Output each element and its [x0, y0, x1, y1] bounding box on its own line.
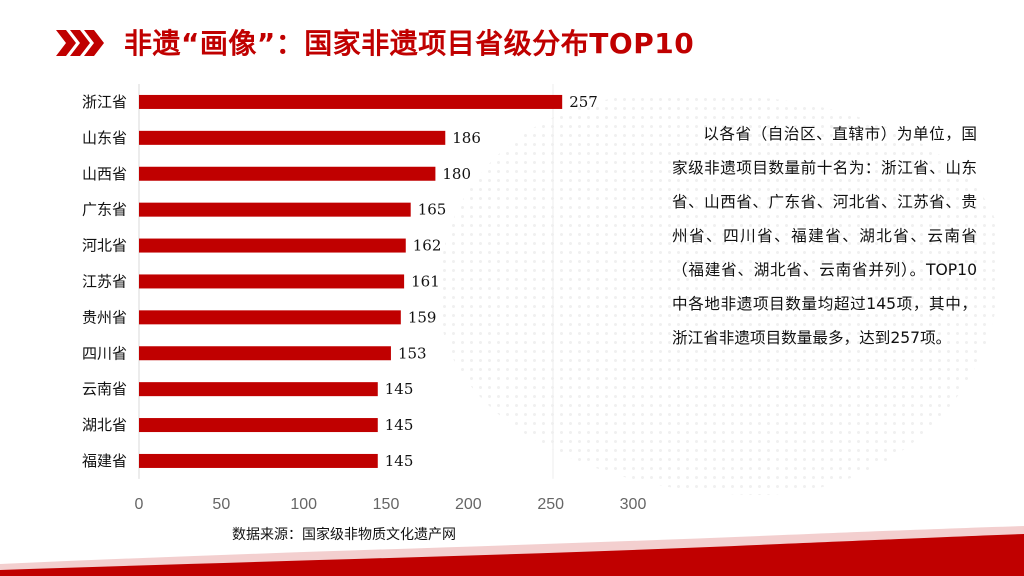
category-label: 山西省 [82, 165, 127, 183]
data-label: 159 [408, 308, 437, 326]
x-tick-label: 300 [620, 496, 647, 513]
data-label: 145 [385, 380, 414, 398]
bar [139, 310, 401, 325]
page-title: 非遗“画像”：国家非遗项目省级分布TOP10 [124, 27, 695, 60]
data-label: 180 [442, 165, 471, 183]
bar [139, 418, 378, 433]
category-label: 广东省 [82, 201, 127, 219]
data-label: 186 [452, 129, 481, 147]
bar [139, 202, 411, 217]
category-label: 湖北省 [82, 416, 127, 434]
category-label: 山东省 [82, 129, 127, 147]
data-label: 161 [411, 272, 440, 290]
bar [139, 453, 378, 468]
x-tick-label: 250 [537, 496, 564, 513]
category-label: 福建省 [82, 452, 127, 470]
x-tick-label: 200 [455, 496, 482, 513]
bar [139, 94, 563, 109]
data-label: 145 [385, 452, 414, 470]
data-label: 145 [385, 416, 414, 434]
bar-chart: 浙江省 257 山东省 186 山西省 180 广东省 165 河北省 162 江苏省 161 贵州省 1… [82, 84, 647, 513]
x-tick-label: 100 [290, 496, 317, 513]
description-text: 以各省（自治区、直辖市）为单位，国家级非遗项目数量前十名为：浙江省、山东省、山西… [672, 125, 977, 347]
bar [139, 382, 378, 397]
world-map-watermark [440, 95, 1000, 495]
category-label: 河北省 [82, 237, 127, 255]
chevron-arrows-icon [56, 30, 104, 56]
x-tick-label: 0 [135, 496, 144, 513]
footer-wave [0, 526, 1024, 576]
category-label: 云南省 [82, 380, 127, 398]
bar [139, 346, 391, 361]
data-label: 153 [398, 344, 427, 362]
category-label: 浙江省 [82, 93, 127, 111]
category-label: 四川省 [82, 344, 127, 362]
x-tick-label: 150 [373, 496, 400, 513]
x-tick-label: 50 [212, 496, 230, 513]
data-label: 257 [569, 93, 598, 111]
category-label: 江苏省 [82, 272, 127, 290]
source-note: 数据来源：国家级非物质文化遗产网 [232, 527, 456, 543]
data-label: 162 [413, 237, 442, 255]
bar [139, 238, 406, 253]
data-label: 165 [418, 201, 447, 219]
bar [139, 166, 436, 181]
category-label: 贵州省 [82, 308, 127, 326]
bar [139, 130, 446, 145]
bar [139, 274, 405, 289]
